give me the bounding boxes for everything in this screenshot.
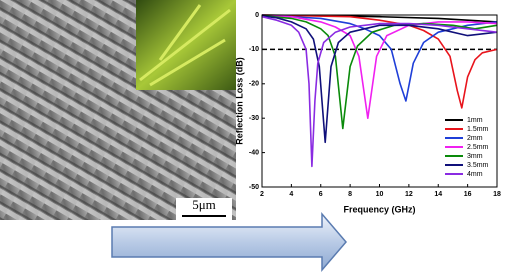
x-tick-label: 18 — [493, 191, 501, 198]
x-tick-label: 6 — [319, 191, 323, 198]
legend-label: 3.5mm — [467, 162, 489, 169]
scale-label: 5μm — [192, 197, 216, 212]
legend-label: 4mm — [467, 171, 483, 178]
series-line — [261, 14, 498, 119]
legend-label: 3mm — [467, 153, 483, 160]
x-tick-label: 4 — [289, 191, 293, 198]
chart: 2 4 6 8 10 12 14 16 18 0 -10 -20 -30 -40 -50 Frequency … — [234, 12, 501, 215]
x-axis-label: Frequency (GHz) — [343, 204, 415, 214]
x-tick-label: 16 — [464, 191, 472, 198]
arrow — [111, 211, 347, 273]
scale-box — [176, 198, 232, 220]
series-line — [261, 15, 498, 144]
legend-label: 2mm — [467, 135, 483, 142]
series-line — [261, 14, 498, 109]
legend-label: 1.5mm — [467, 126, 489, 133]
y-tick-label: -20 — [249, 81, 259, 88]
x-tick-label: 8 — [348, 191, 352, 198]
y-tick-label: -50 — [249, 184, 259, 191]
series-line — [261, 15, 498, 168]
plot-frame — [261, 14, 498, 188]
series-line — [261, 14, 498, 102]
y-tick-label: 0 — [255, 12, 259, 19]
x-tick-label: 14 — [434, 191, 442, 198]
x-tick-label: 10 — [376, 191, 384, 198]
x-tick-label: 2 — [260, 191, 264, 198]
fern-leaves — [139, 4, 231, 87]
y-tick-label: -40 — [249, 149, 259, 156]
x-tick-label: 12 — [405, 191, 413, 198]
legend-label: 1mm — [467, 117, 483, 124]
y-tick-label: -10 — [249, 46, 259, 53]
legend-label: 2.5mm — [467, 144, 489, 151]
y-tick-label: -30 — [249, 115, 259, 122]
series-line — [261, 14, 498, 130]
y-axis-label: Reflection Loss (dB) — [234, 57, 244, 145]
